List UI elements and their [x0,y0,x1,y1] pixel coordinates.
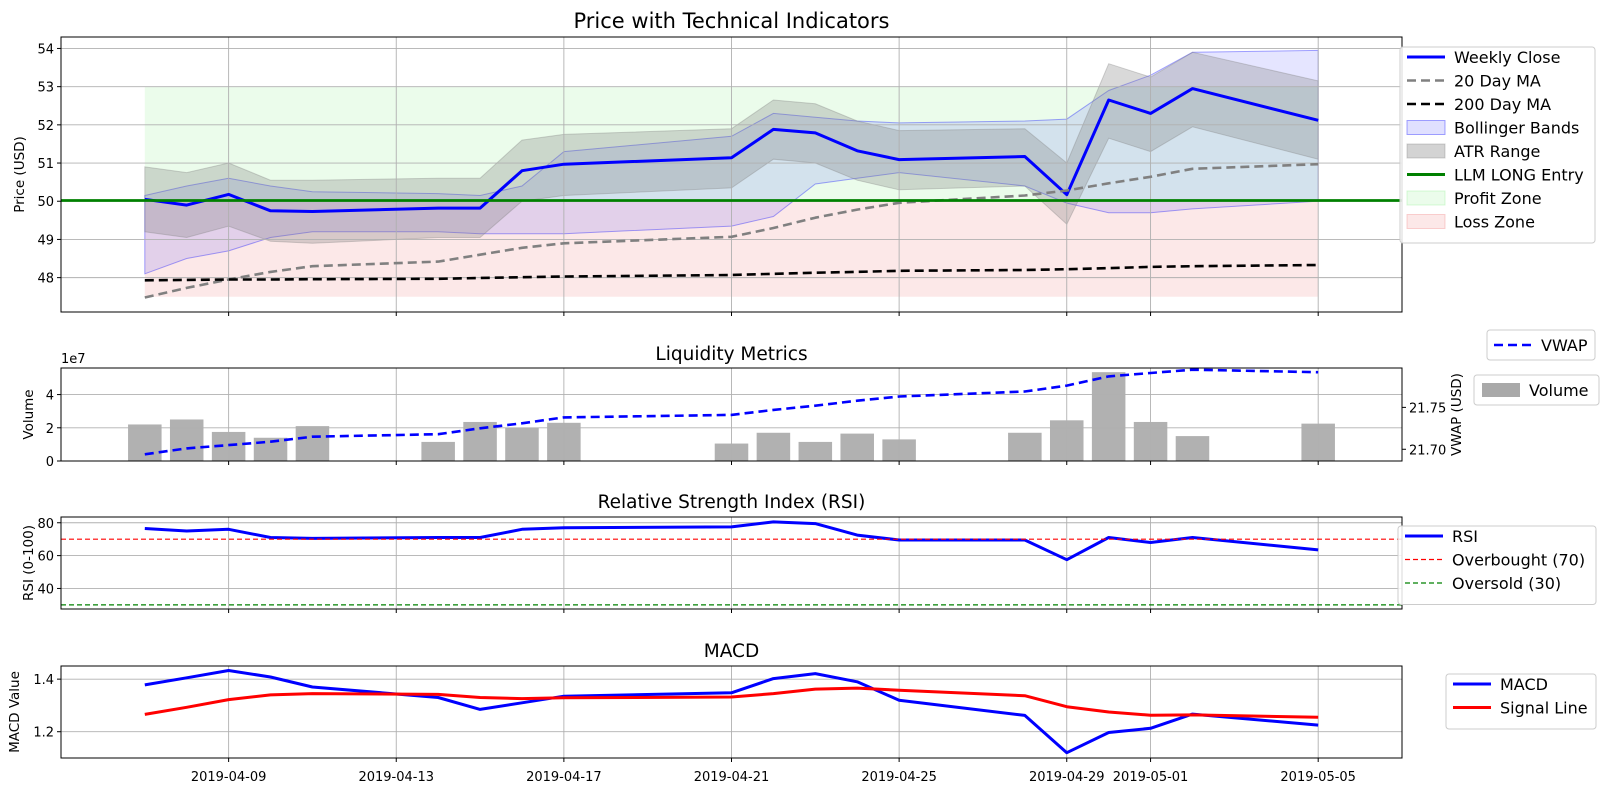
y-tick-label: 54 [37,42,54,57]
legend-label: ATR Range [1454,142,1540,161]
legend-label: Loss Zone [1454,213,1535,232]
chart-title: Relative Strength Index (RSI) [598,492,866,513]
y-axis-label: Price (USD) [12,136,28,213]
legend-label: 20 Day MA [1454,72,1541,91]
volume-bar [1091,372,1126,461]
volume-bar [421,441,455,461]
y-tick-label: 80 [37,517,54,532]
legend-label: Profit Zone [1454,189,1542,208]
volume-bar [1175,436,1210,461]
x-tick-label: 2019-05-05 [1280,770,1356,785]
legend-frame [1397,525,1597,605]
legend-vwap: VWAP [1486,329,1596,361]
axis-offset-label: 1e7 [61,352,86,367]
y-tick-label: 50 [37,195,54,210]
volume-bar [295,426,330,461]
y-tick-label: 1.2 [33,726,54,741]
legend-swatch [1406,120,1446,135]
legend-frame [1473,374,1600,406]
y-tick-label: 40 [37,582,54,597]
y-tick-label: 48 [37,272,54,287]
y-tick-label: 0 [46,455,54,470]
series-rsi [144,520,1319,562]
y-tick-label: 51 [37,157,54,172]
legend-swatch [1406,214,1446,229]
series-macd [144,669,1319,755]
plot-area [61,666,1402,758]
x-tick-label: 2019-04-13 [358,770,434,785]
y-tick-label: 53 [37,81,54,96]
legend-volume: Volume [1473,374,1600,406]
plot-area [61,368,1402,461]
series-signal-line [144,686,1319,719]
x-tick-label: 2019-04-17 [526,770,602,785]
legend-label: Signal Line [1500,699,1588,718]
legend-label: Overbought (70) [1452,551,1585,570]
chart-title: Price with Technical Indicators [574,9,890,33]
panel-2: Liquidity Metrics 0 2 4 21.70 21.75 VWAP (USD)… [21,329,1600,470]
y-tick-label: 52 [37,119,54,134]
legend-label: Weekly Close [1454,48,1560,67]
volume-bar [169,419,204,461]
legend-frame [1399,46,1596,244]
series-vwap [144,368,1319,456]
series-weekly-close [144,87,1319,213]
legend-label: Oversold (30) [1452,574,1561,593]
y-tick-label: 1.4 [33,673,54,688]
x-tick-label: 2019-04-09 [191,770,267,785]
legend-label: LLM LONG Entry [1454,166,1584,185]
volume-bar [505,427,539,461]
y2-tick-label: 21.75 [1409,401,1446,416]
legend-label: Bollinger Bands [1454,119,1579,138]
plot-area [61,517,1402,609]
legend-swatch [1482,383,1520,397]
y-tick-label: 49 [37,233,54,248]
x-tick-label: 2019-04-25 [861,770,937,785]
x-tick-label: 2019-04-29 [1029,770,1105,785]
x-tick-label: 2019-04-21 [694,770,770,785]
y-tick-label: 60 [37,550,54,565]
volume-bar [128,424,162,461]
y-tick-label: 4 [46,389,54,404]
plot-area [61,37,1402,312]
panel-1: Price with Technical Indicators 48 49 50 51 5… [12,9,1596,316]
legend: MACD Signal Line [1445,673,1597,730]
legend-label: RSI [1452,527,1478,546]
y-tick-label: 2 [46,422,54,437]
volume-bar [1008,432,1042,461]
y-axis-label: MACD Value [7,671,23,753]
legend-label: VWAP [1541,336,1588,355]
legend-label: MACD [1500,675,1548,694]
y2-tick-label: 21.70 [1409,443,1446,458]
legend-swatch [1406,143,1446,159]
legend-label: Volume [1529,381,1589,400]
y-axis-label: RSI (0-100) [21,525,37,601]
panel-4: MACD 1.2 1.4 2019-04-09 2019-04-13 2019-04-17… [7,641,1597,785]
series-200-day-ma [144,263,1319,282]
legend: RSI Overbought (70) Oversold (30) [1397,525,1597,605]
y2-axis-label: VWAP (USD) [1449,373,1465,456]
legend-swatch [1406,190,1446,206]
chart-title: Liquidity Metrics [655,344,807,365]
legend-label: 200 Day MA [1454,95,1551,114]
legend: Weekly Close 20 Day MA 200 Day MA Bollinger… [1399,46,1596,244]
volume-bar [798,441,833,461]
chart-title: MACD [704,641,759,662]
legend-frame [1445,673,1597,730]
y-axis-label: Volume [21,389,37,439]
volume-bar [756,432,791,461]
x-tick-label: 2019-05-01 [1113,770,1189,785]
volume-bar [840,433,874,461]
legend-frame [1486,329,1596,361]
